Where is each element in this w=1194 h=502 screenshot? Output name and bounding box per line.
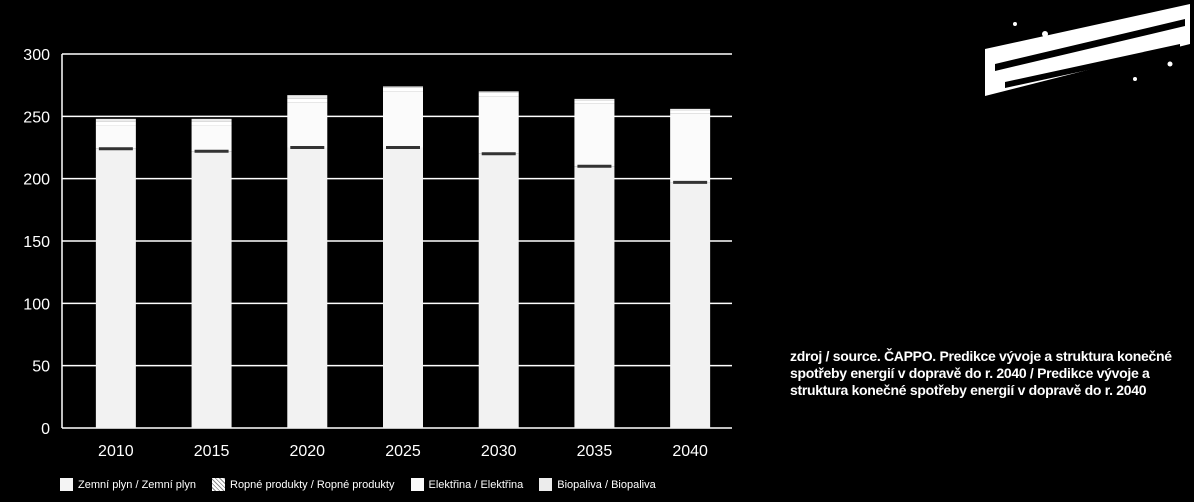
legend-label-oil-products: Ropné produkty / Ropné produkty (230, 478, 395, 491)
legend-swatch-oil-products (212, 478, 225, 491)
legend-item-oil-products: Ropné produkty / Ropné produkty (212, 478, 395, 491)
x-tick-label: 2035 (577, 443, 613, 460)
bar-segment (574, 103, 615, 167)
x-tick-label: 2010 (98, 443, 134, 460)
bar-segment (287, 98, 328, 103)
bar-segment (383, 87, 423, 92)
bar-segment (670, 110, 711, 114)
legend-label-biofuels: Biopaliva / Biopaliva (557, 478, 656, 491)
x-tick-label: 2030 (481, 443, 517, 460)
bar-segment (191, 151, 232, 429)
bar-segment (383, 86, 423, 88)
bar-segment (191, 121, 232, 126)
bar-segment (95, 125, 136, 149)
legend-item-biofuels: Biopaliva / Biopaliva (539, 478, 656, 491)
bar-segment (191, 118, 232, 122)
y-tick-label: 300 (23, 47, 50, 64)
bar-segment (478, 91, 519, 93)
bar-segment (383, 91, 423, 148)
legend-item-electricity: Elektřina / Elektřina (410, 478, 524, 491)
legend-swatch-electricity (410, 478, 424, 491)
bar-segment (287, 95, 328, 99)
bar-segment (287, 102, 328, 148)
bar-segment (670, 108, 711, 111)
bar-segment (478, 153, 519, 428)
bar-segment (670, 113, 711, 183)
y-tick-label: 200 (23, 172, 50, 189)
bar-segment (478, 96, 519, 154)
y-tick-label: 0 (41, 421, 50, 438)
y-tick-label: 150 (23, 234, 50, 251)
bar-segment (191, 125, 232, 152)
x-tick-label: 2020 (289, 443, 325, 460)
legend-label-natural-gas: Zemní plyn / Zemní plyn (78, 478, 196, 491)
bar-segment (574, 100, 615, 104)
bar-segment (478, 92, 519, 97)
y-tick-label: 50 (32, 359, 50, 376)
bar-segment (287, 147, 328, 428)
legend-item-natural-gas: Zemní plyn / Zemní plyn (60, 478, 196, 491)
bar-segment (383, 147, 423, 428)
bar-segment (95, 148, 136, 428)
bar-segment (95, 121, 136, 126)
legend-swatch-natural-gas (60, 478, 73, 491)
y-tick-label: 250 (23, 109, 50, 126)
legend-swatch-biofuels (539, 478, 553, 491)
x-tick-label: 2025 (385, 443, 421, 460)
bar-segment (574, 166, 615, 428)
bar-segment (95, 118, 136, 122)
bar-segment (574, 98, 615, 101)
x-tick-label: 2015 (194, 443, 230, 460)
bar-segment (670, 182, 711, 428)
legend-label-electricity: Elektřina / Elektřina (428, 478, 524, 491)
x-tick-label: 2040 (672, 443, 708, 460)
y-tick-label: 100 (23, 296, 50, 313)
source-note: zdroj / source. ČAPPO. Predikce vývoje a… (790, 348, 1172, 398)
decorative-image (985, 4, 1190, 96)
legend: Zemní plyn / Zemní plyn Ropné produkty /… (60, 478, 656, 491)
